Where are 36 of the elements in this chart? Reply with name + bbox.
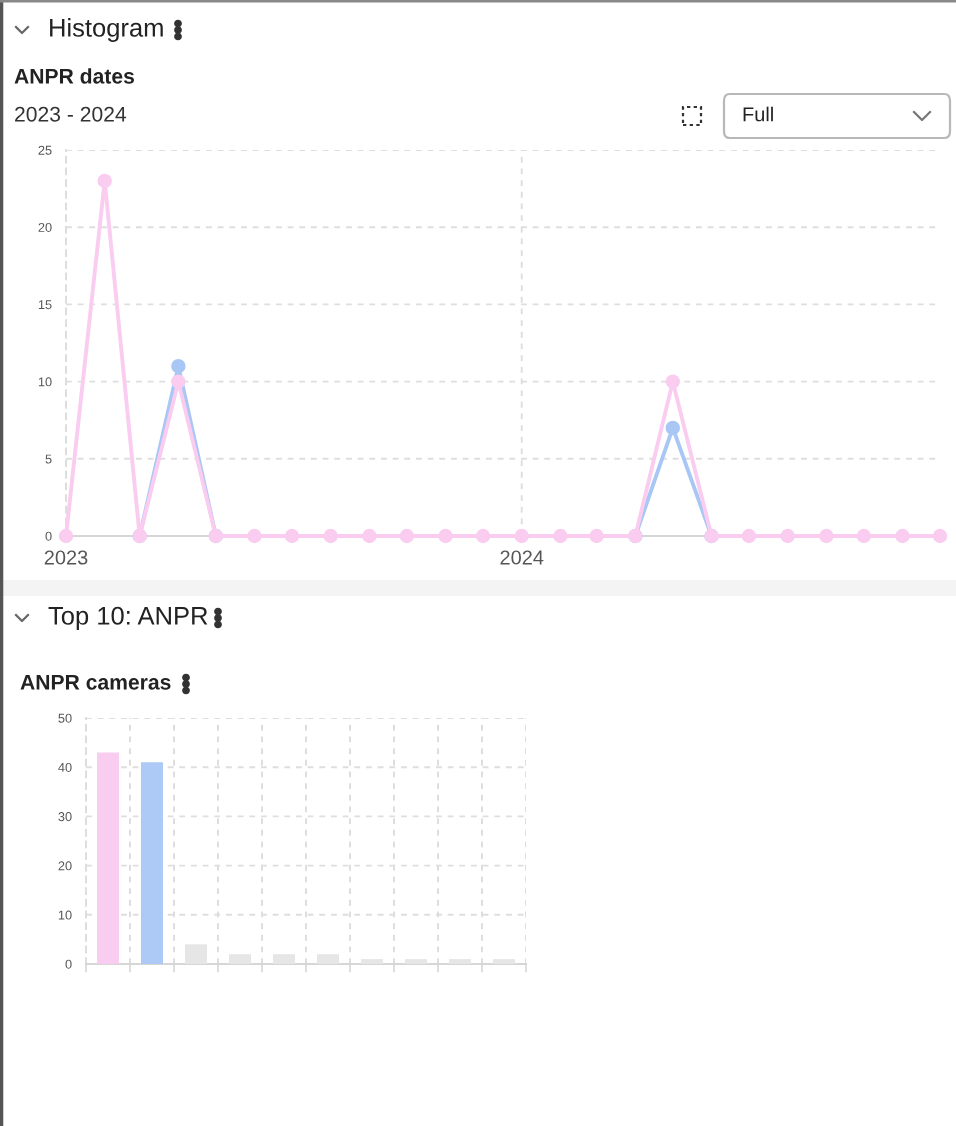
- text: Top 10: ANPR: [48, 606, 208, 630]
- point: [895, 528, 910, 544]
- point: [589, 528, 604, 544]
- text: Histogram: [50, 18, 163, 42]
- chart-subtitle: 2023 - 2024: [15, 106, 127, 122]
- point: [171, 374, 186, 389]
- point: [665, 420, 681, 436]
- point: [514, 528, 529, 544]
- bar: [185, 944, 207, 964]
- point: [741, 528, 757, 544]
- point: [58, 528, 74, 544]
- chart-title: ANPR dates: [14, 68, 134, 84]
- point: [438, 528, 453, 544]
- point: [819, 528, 834, 544]
- point: [362, 528, 377, 544]
- bar: [317, 954, 339, 964]
- chart-title: ANPR cameras: [20, 674, 171, 690]
- point: [553, 528, 568, 544]
- point: [171, 358, 186, 374]
- point: [665, 374, 681, 389]
- bar: [97, 752, 119, 964]
- bar: [229, 954, 251, 964]
- point: [284, 528, 300, 544]
- point: [97, 173, 112, 189]
- point: [399, 528, 415, 544]
- x-tick-label: 2023: [44, 550, 88, 565]
- point: [475, 528, 491, 544]
- point: [323, 528, 338, 544]
- point: [932, 528, 948, 544]
- text: Full: [743, 106, 773, 122]
- x-tick-label: 2024: [500, 550, 544, 565]
- point: [856, 528, 872, 544]
- bar: [273, 954, 295, 964]
- point: [247, 528, 262, 544]
- bar: [141, 762, 163, 964]
- point: [780, 528, 795, 544]
